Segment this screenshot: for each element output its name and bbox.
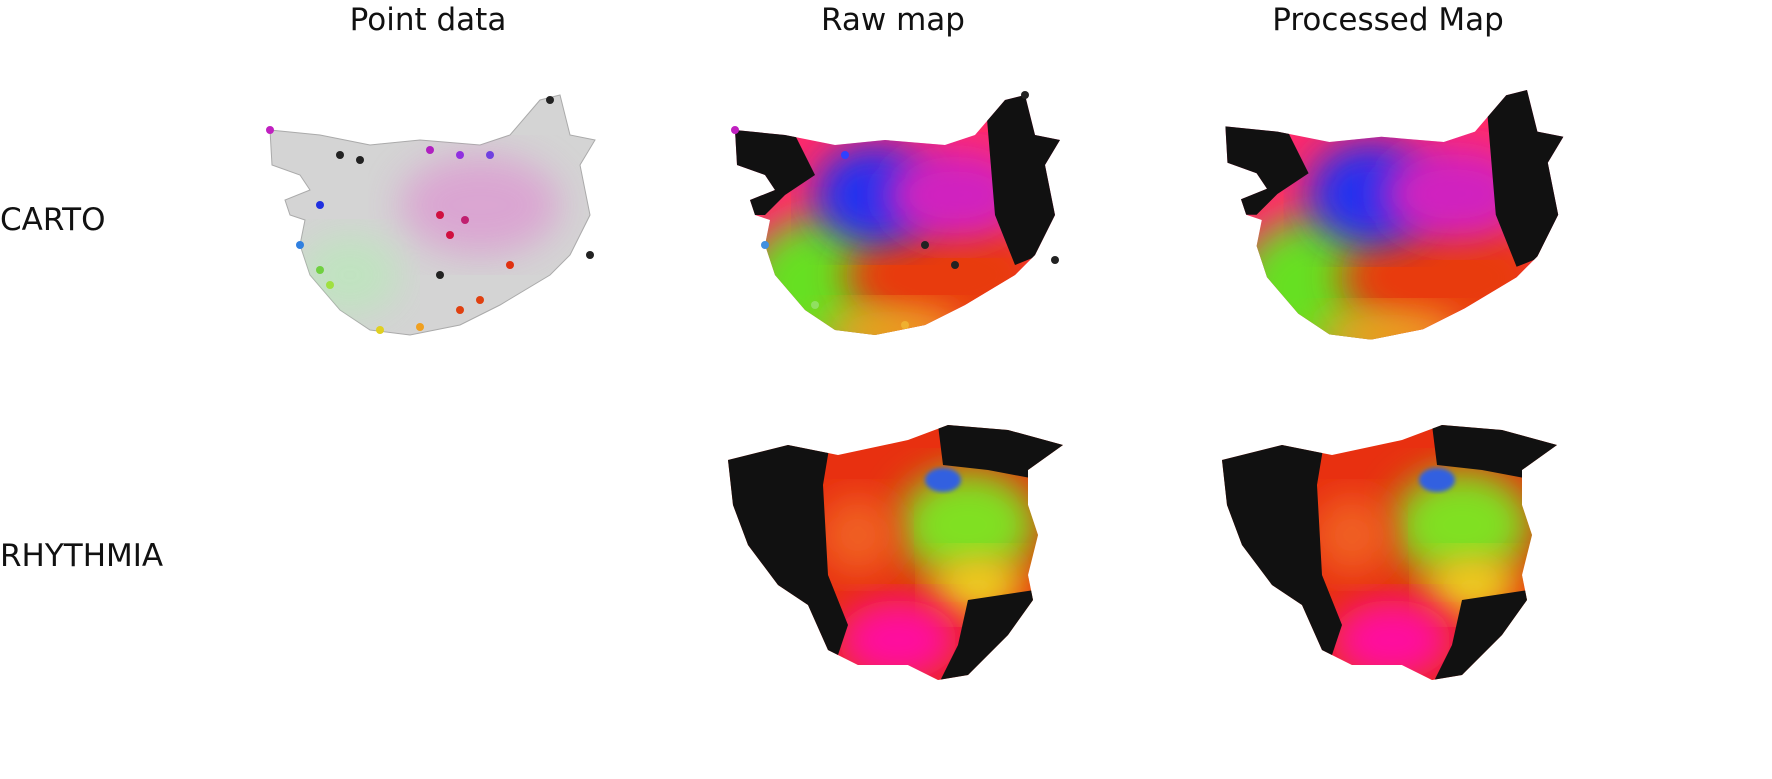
raw-map [728, 425, 1068, 685]
column-header: Processed Map [1272, 2, 1504, 38]
points [266, 96, 594, 334]
raw-map [731, 91, 1065, 355]
points [731, 91, 1059, 329]
row-label: CARTO [0, 202, 105, 238]
column-header: Point data [350, 2, 507, 38]
point-data-map [266, 94, 596, 336]
processed-map [1222, 425, 1562, 685]
column-header: Raw map [821, 2, 965, 38]
processed-map [1215, 90, 1569, 360]
row-label: RHYTHMIA [0, 538, 163, 574]
